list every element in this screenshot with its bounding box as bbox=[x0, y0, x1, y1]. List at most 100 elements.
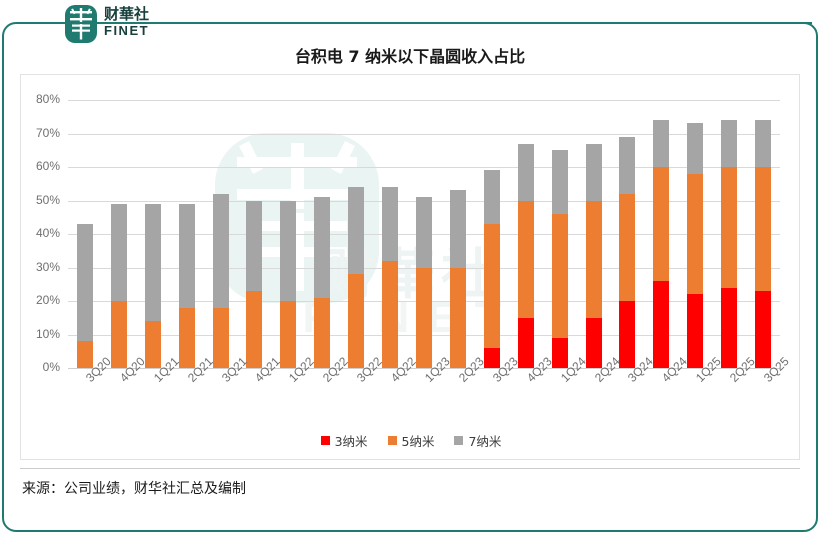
bar-segment[interactable] bbox=[687, 173, 704, 295]
bar-segment[interactable] bbox=[280, 200, 297, 301]
bar-column[interactable] bbox=[204, 100, 238, 368]
stacked-bar[interactable] bbox=[212, 193, 229, 368]
bar-segment[interactable] bbox=[551, 213, 568, 338]
legend-item[interactable]: 7纳米 bbox=[454, 431, 501, 450]
bar-segment[interactable] bbox=[314, 197, 331, 298]
bar-segment[interactable] bbox=[483, 347, 500, 368]
bar-segment[interactable] bbox=[110, 301, 127, 368]
bar-segment[interactable] bbox=[551, 150, 568, 214]
stacked-bar[interactable] bbox=[76, 223, 93, 368]
stacked-bar[interactable] bbox=[382, 187, 399, 368]
bar-segment[interactable] bbox=[178, 203, 195, 308]
bar-segment[interactable] bbox=[755, 290, 772, 368]
bar-segment[interactable] bbox=[653, 280, 670, 368]
stacked-bar[interactable] bbox=[314, 197, 331, 368]
bar-segment[interactable] bbox=[755, 120, 772, 168]
stacked-bar[interactable] bbox=[449, 190, 466, 368]
bar-column[interactable] bbox=[678, 100, 712, 368]
bar-segment[interactable] bbox=[517, 317, 534, 368]
x-tick-slot: 3Q23 bbox=[475, 354, 521, 431]
bar-segment[interactable] bbox=[585, 143, 602, 201]
bar-column[interactable] bbox=[305, 100, 339, 368]
bar-segment[interactable] bbox=[721, 120, 738, 168]
bar-segment[interactable] bbox=[551, 337, 568, 368]
bar-segment[interactable] bbox=[110, 203, 127, 301]
stacked-bar[interactable] bbox=[110, 203, 127, 368]
bar-column[interactable] bbox=[102, 100, 136, 368]
bar-segment[interactable] bbox=[517, 200, 534, 318]
bar-segment[interactable] bbox=[585, 200, 602, 318]
bar-segment[interactable] bbox=[517, 143, 534, 201]
x-tick-slot: 3Q21 bbox=[204, 354, 250, 431]
bar-column[interactable] bbox=[339, 100, 373, 368]
bar-column[interactable] bbox=[543, 100, 577, 368]
bar-column[interactable] bbox=[746, 100, 780, 368]
bar-column[interactable] bbox=[136, 100, 170, 368]
stacked-bar[interactable] bbox=[619, 136, 636, 368]
bar-segment[interactable] bbox=[144, 321, 161, 368]
bar-column[interactable] bbox=[68, 100, 102, 368]
bar-column[interactable] bbox=[509, 100, 543, 368]
bar-segment[interactable] bbox=[619, 301, 636, 368]
bar-segment[interactable] bbox=[212, 307, 229, 368]
bar-segment[interactable] bbox=[76, 341, 93, 368]
bar-segment[interactable] bbox=[483, 223, 500, 348]
stacked-bar[interactable] bbox=[721, 120, 738, 368]
bar-segment[interactable] bbox=[483, 170, 500, 224]
bar-column[interactable] bbox=[712, 100, 746, 368]
bar-column[interactable] bbox=[644, 100, 678, 368]
bar-column[interactable] bbox=[407, 100, 441, 368]
stacked-bar[interactable] bbox=[280, 200, 297, 368]
bar-segment[interactable] bbox=[314, 297, 331, 368]
bar-column[interactable] bbox=[577, 100, 611, 368]
bar-segment[interactable] bbox=[449, 190, 466, 268]
bar-segment[interactable] bbox=[585, 317, 602, 368]
stacked-bar[interactable] bbox=[246, 200, 263, 368]
bar-column[interactable] bbox=[611, 100, 645, 368]
stacked-bar[interactable] bbox=[517, 143, 534, 368]
bar-column[interactable] bbox=[475, 100, 509, 368]
bar-segment[interactable] bbox=[619, 193, 636, 301]
bar-segment[interactable] bbox=[721, 287, 738, 368]
stacked-bar[interactable] bbox=[585, 143, 602, 368]
legend-item[interactable]: 3纳米 bbox=[320, 431, 368, 450]
stacked-bar[interactable] bbox=[416, 197, 433, 368]
bar-segment[interactable] bbox=[687, 123, 704, 174]
bar-segment[interactable] bbox=[280, 301, 297, 368]
bar-column[interactable] bbox=[170, 100, 204, 368]
stacked-bar[interactable] bbox=[687, 123, 704, 368]
bar-segment[interactable] bbox=[382, 260, 399, 368]
bar-segment[interactable] bbox=[348, 274, 365, 368]
stacked-bar[interactable] bbox=[551, 150, 568, 368]
bar-segment[interactable] bbox=[416, 267, 433, 368]
bar-segment[interactable] bbox=[721, 167, 738, 288]
legend-item[interactable]: 5纳米 bbox=[387, 431, 434, 450]
bar-segment[interactable] bbox=[144, 203, 161, 322]
legend-item-label: 7纳米 bbox=[468, 434, 502, 449]
bar-segment[interactable] bbox=[449, 267, 466, 368]
bar-column[interactable] bbox=[238, 100, 272, 368]
stacked-bar[interactable] bbox=[144, 203, 161, 368]
bar-segment[interactable] bbox=[619, 136, 636, 194]
bar-segment[interactable] bbox=[178, 307, 195, 368]
bar-column[interactable] bbox=[441, 100, 475, 368]
bar-segment[interactable] bbox=[246, 200, 263, 291]
bar-segment[interactable] bbox=[755, 167, 772, 291]
stacked-bar[interactable] bbox=[348, 187, 365, 368]
bar-segment[interactable] bbox=[76, 223, 93, 342]
stacked-bar[interactable] bbox=[653, 120, 670, 368]
bar-column[interactable] bbox=[373, 100, 407, 368]
stacked-bar[interactable] bbox=[483, 170, 500, 368]
bar-segment[interactable] bbox=[246, 290, 263, 368]
x-tick-slot: 3Q22 bbox=[339, 354, 385, 431]
bar-column[interactable] bbox=[271, 100, 305, 368]
bar-segment[interactable] bbox=[212, 193, 229, 308]
bar-segment[interactable] bbox=[416, 197, 433, 268]
bar-segment[interactable] bbox=[348, 187, 365, 275]
bar-segment[interactable] bbox=[687, 294, 704, 368]
bar-segment[interactable] bbox=[653, 167, 670, 281]
stacked-bar[interactable] bbox=[755, 120, 772, 368]
stacked-bar[interactable] bbox=[178, 203, 195, 368]
bar-segment[interactable] bbox=[653, 120, 670, 168]
bar-segment[interactable] bbox=[382, 187, 399, 261]
